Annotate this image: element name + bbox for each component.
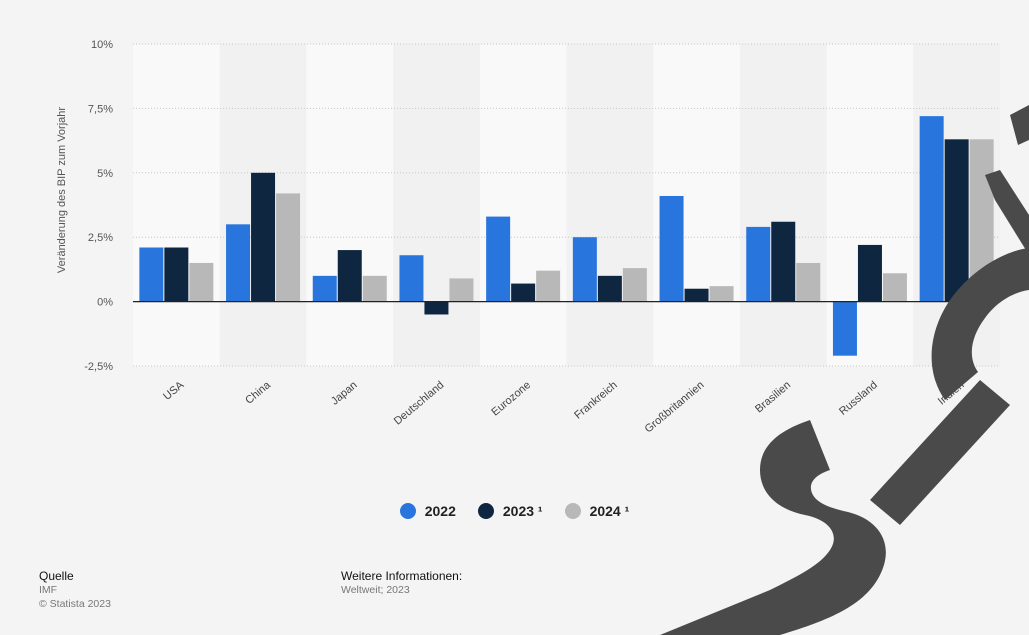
bar-frankreich-2024 [622,268,647,302]
copyright-text: © Statista 2023 [39,598,111,610]
bar-brasilien-2023 [771,221,796,302]
bar-china-2023 [251,172,276,302]
y-tick-label: 2,5% [88,232,113,244]
bar-japan-2022 [312,275,337,302]
bar-usa-2023 [164,247,189,302]
bar-eurozone-2023 [511,283,536,302]
bar-deutschland-2024 [449,278,474,302]
bar-indien-2024 [969,139,994,302]
legend-item-2022[interactable]: 2022 [399,503,456,519]
bar-großbritannien-2023 [684,288,709,302]
y-tick-label: 5% [97,168,113,180]
bar-japan-2023 [337,250,362,302]
bar-eurozone-2022 [486,216,511,302]
bar-frankreich-2023 [597,275,622,302]
x-tick-label: Indien [936,379,967,407]
legend-marker-2024 [564,503,581,519]
info-block: Weitere Informationen: Weltweit; 2023 [341,569,462,597]
y-tick-label: 10% [91,39,113,51]
bar-großbritannien-2024 [709,286,734,302]
x-tick-label: China [243,379,273,407]
category-band-3 [393,44,480,366]
bar-eurozone-2024 [536,270,561,302]
bar-china-2024 [276,193,301,302]
source-title: Quelle [39,569,74,583]
bar-brasilien-2022 [746,226,771,302]
y-axis-label: Veränderung des BIP zum Vorjahr [56,107,68,273]
y-tick-label: -2,5% [84,361,113,373]
legend-label-2023: 2023 ¹ [502,503,543,519]
legend-marker-2022 [399,503,416,519]
x-tick-label: Brasilien [753,379,793,415]
category-band-5 [566,44,654,366]
legend-item-2024[interactable]: 2024 ¹ [564,503,630,519]
x-tick-label: Großbritannien [643,379,707,435]
x-tick-label: USA [161,379,187,403]
bar-usa-2024 [189,262,214,302]
bar-deutschland-2022 [399,255,424,302]
legend-item-2023[interactable]: 2023 ¹ [477,503,543,519]
bar-indien-2023 [944,139,969,302]
info-title: Weitere Informationen: [341,569,463,583]
y-tick-label: 7,5% [88,103,113,115]
legend-marker-2023 [477,503,494,519]
x-tick-label: Deutschland [392,379,447,428]
legend-label-2024: 2024 ¹ [589,503,630,519]
bar-brasilien-2024 [796,262,821,302]
info-text: Weltweit; 2023 [341,584,410,596]
legend-label-2022: 2022 [424,503,456,519]
x-tick-label: Frankreich [572,379,620,422]
bar-indien-2022 [919,116,944,302]
bar-deutschland-2023 [424,301,449,315]
source-name: IMF [39,584,58,596]
x-tick-label: Eurozone [489,379,533,418]
bar-russland-2023 [857,244,882,302]
bar-russland-2022 [832,301,857,356]
bar-china-2022 [226,224,251,302]
bar-japan-2024 [362,275,387,302]
source-block: Quelle IMF © Statista 2023 [39,569,111,611]
bar-usa-2022 [139,247,164,302]
bar-frankreich-2022 [572,237,597,302]
y-tick-label: 0% [97,297,113,309]
x-tick-label: Russland [837,379,880,418]
chart-legend: 2022 2023 ¹ 2024 ¹ [0,503,1029,519]
bar-großbritannien-2022 [659,195,684,302]
category-band-7 [739,44,827,366]
x-tick-label: Japan [329,379,360,407]
bar-russland-2024 [882,273,907,302]
